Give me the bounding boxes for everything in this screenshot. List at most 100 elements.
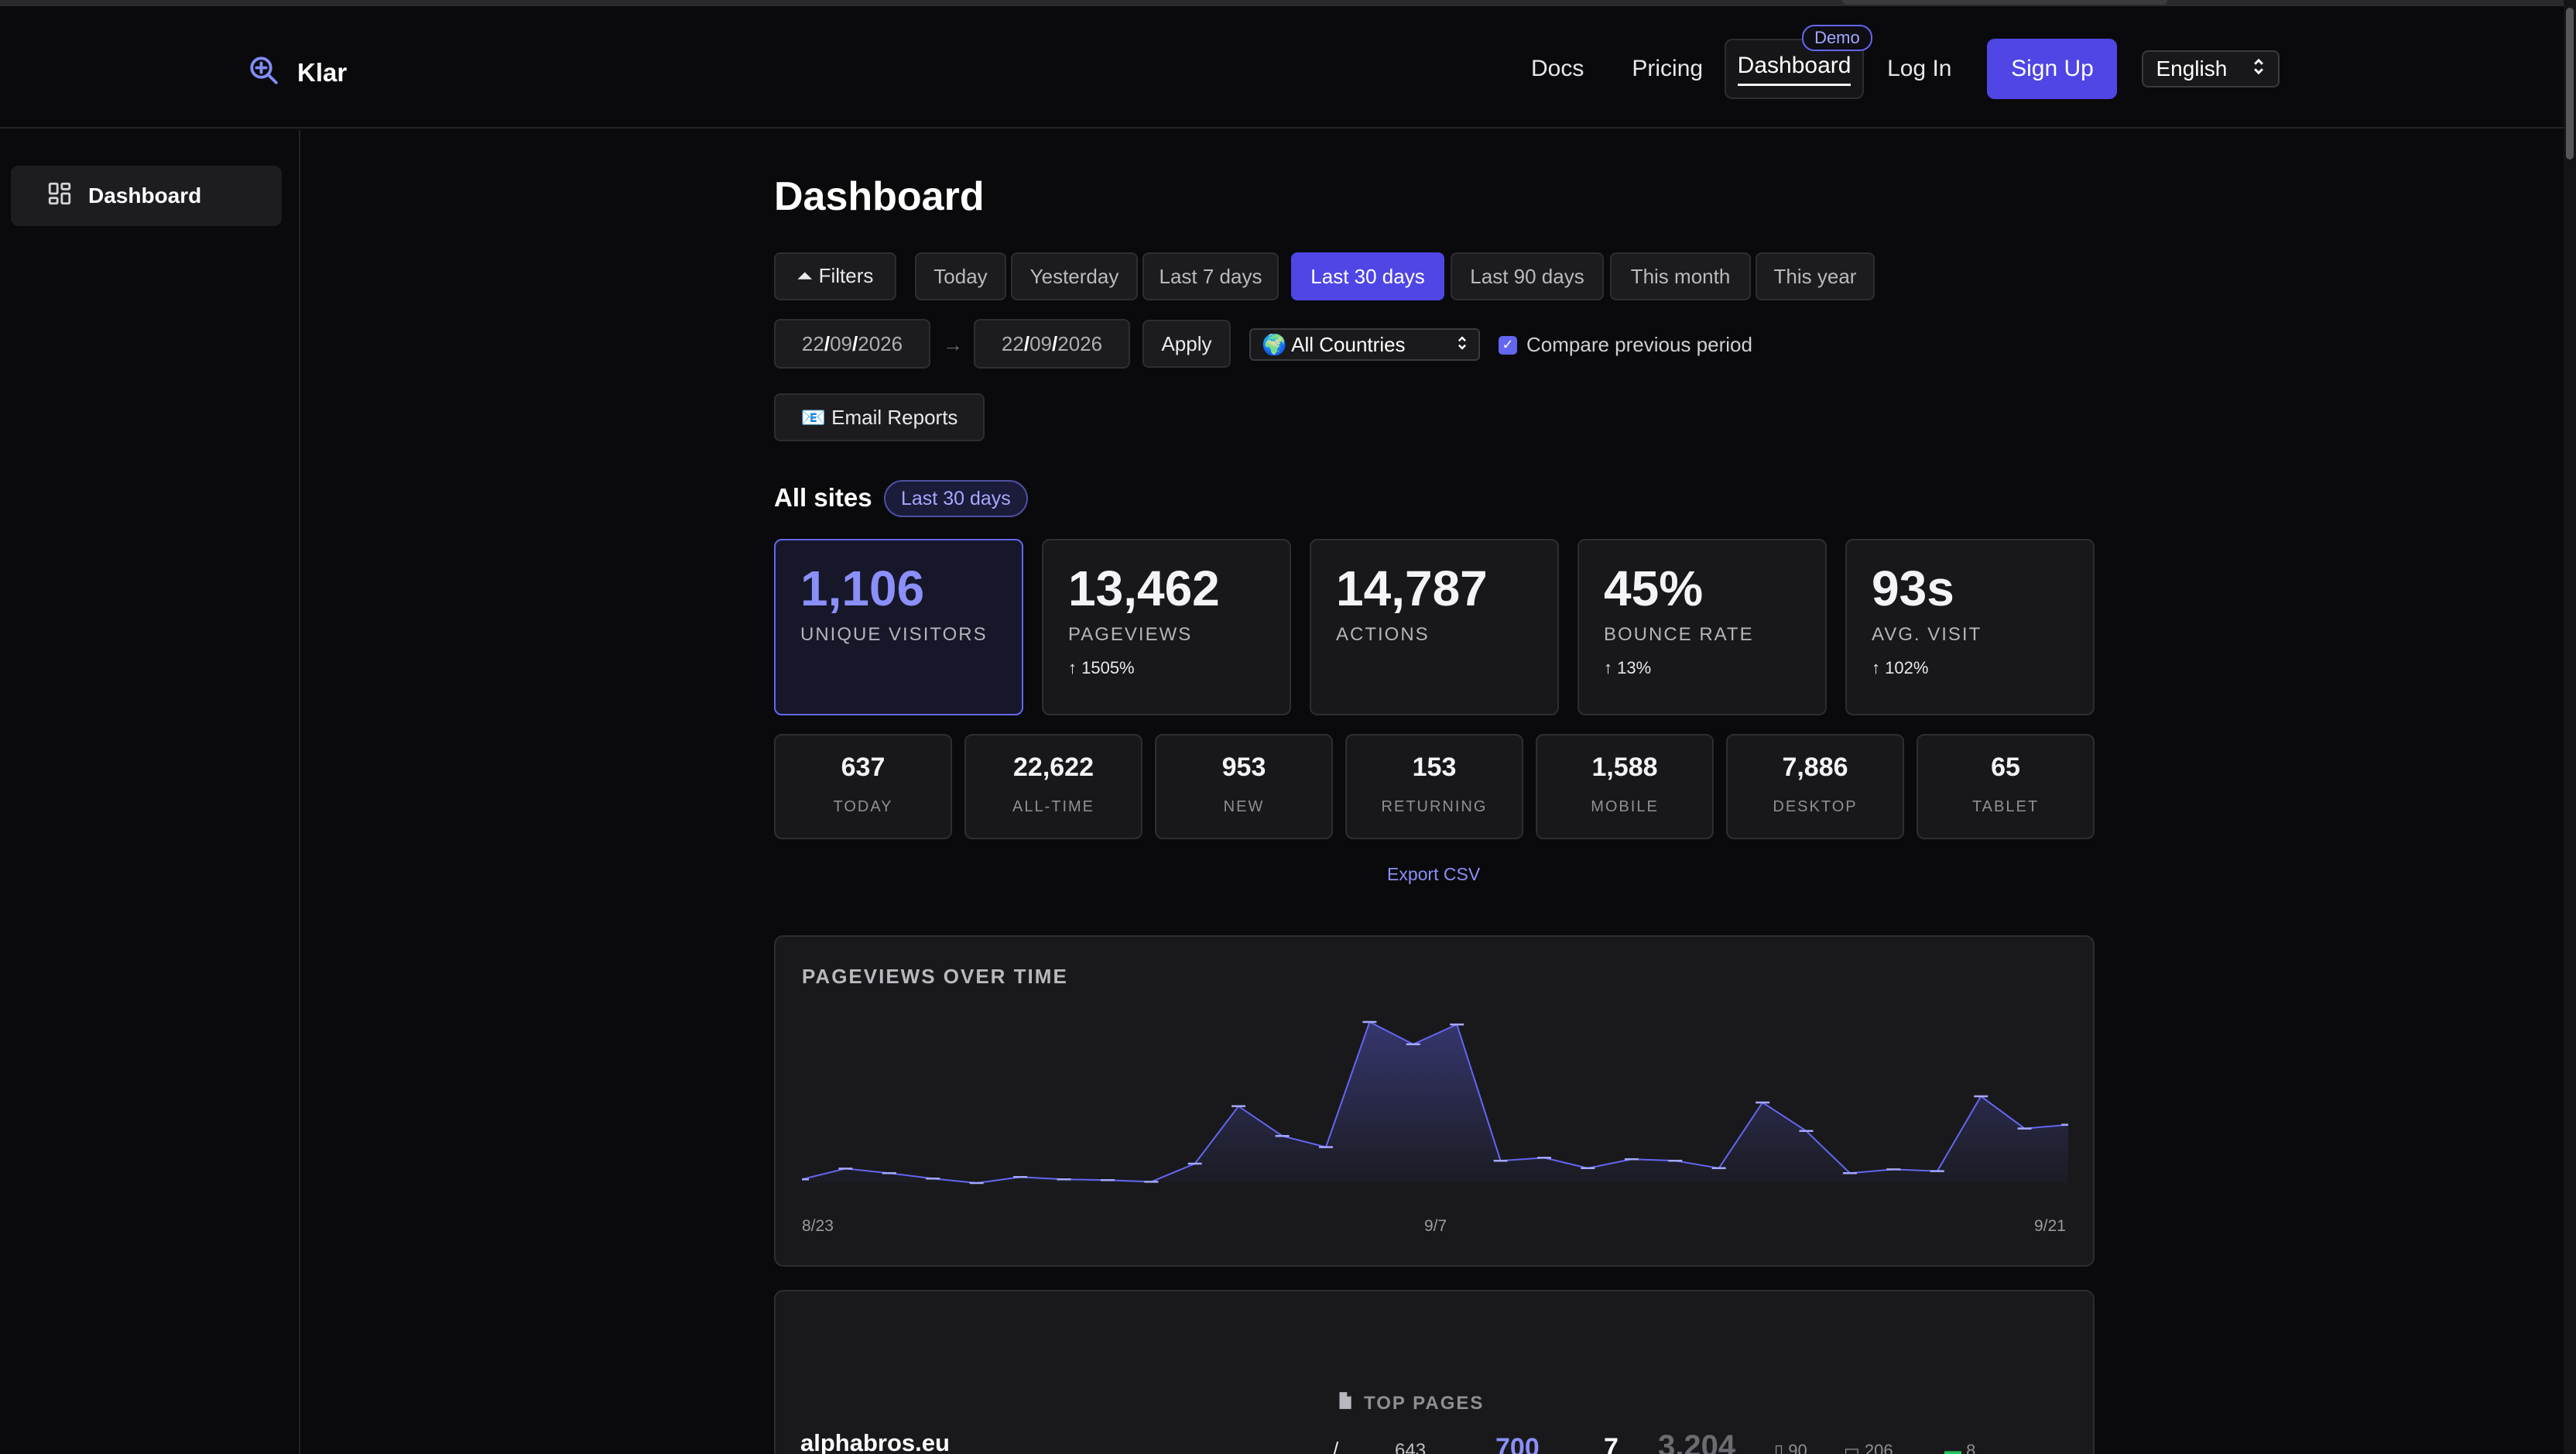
date-from-month: 09 <box>830 331 852 355</box>
mini-value: 7,886 <box>1782 753 1848 782</box>
demo-badge: Demo <box>1802 25 1872 51</box>
x-tick-label: 9/7 <box>1424 1217 1447 1235</box>
signup-button[interactable]: Sign Up <box>1987 39 2118 99</box>
date-from-year: 2026 <box>858 331 903 355</box>
section-title: All sites <box>774 483 872 512</box>
stat-label: UNIQUE VISITORS <box>800 624 988 645</box>
desktop-value: 206 <box>1864 1441 1893 1454</box>
nav-docs[interactable]: Docs <box>1531 56 1584 81</box>
phone-icon: ▯ <box>1774 1441 1784 1454</box>
tab-indicator <box>1842 0 2167 5</box>
mini-label: ALL-TIME <box>1012 798 1095 815</box>
stat-card-unique-visitors[interactable]: 1,106 UNIQUE VISITORS <box>774 539 1023 715</box>
stat-card-bounce-rate[interactable]: 45% BOUNCE RATE ↑ 13% <box>1577 539 1827 715</box>
chevron-updown-icon <box>2252 57 2266 82</box>
nav-pricing[interactable]: Pricing <box>1632 56 1704 81</box>
top-page-row[interactable]: / 643 700 7 3,204 ▯ 90 ▭ 206 ▬ 8 <box>1333 1429 1975 1454</box>
mini-value: 153 <box>1412 753 1457 782</box>
mini-stat-tablet: 65 TABLET <box>1917 734 2095 839</box>
page-total: 3,204 <box>1658 1429 1736 1454</box>
date-separator: / <box>824 331 831 355</box>
range-last-90-days[interactable]: Last 90 days <box>1451 252 1604 300</box>
app-name: Klar <box>297 57 348 87</box>
range-yesterday[interactable]: Yesterday <box>1011 252 1138 300</box>
mini-stat-all-time: 22,622 ALL-TIME <box>964 734 1142 839</box>
page-title: Dashboard <box>774 174 985 219</box>
stat-value: 1,106 <box>800 561 925 616</box>
country-select[interactable]: 🌍 All Countries <box>1249 328 1480 361</box>
x-tick-label: 9/21 <box>2034 1217 2066 1235</box>
mini-stat-today: 637 TODAY <box>774 734 952 839</box>
arrow-right-icon: → <box>943 333 963 356</box>
compare-checkbox[interactable]: ✓ <box>1499 335 1517 355</box>
stat-change: ↑ 1505% <box>1068 658 1135 677</box>
page-scrollbar[interactable] <box>2564 0 2576 1454</box>
top-pages-title: TOP PAGES <box>1364 1392 1485 1414</box>
x-tick-label: 8/23 <box>802 1217 834 1235</box>
mini-stat-desktop: 7,886 DESKTOP <box>1726 734 1904 839</box>
pageviews-area-chart[interactable] <box>802 1006 2068 1192</box>
monitor-icon: ▭ <box>1844 1441 1860 1454</box>
page-views: 643 <box>1395 1440 1427 1454</box>
sidebar-item-dashboard[interactable]: Dashboard <box>11 166 282 226</box>
compare-toggle[interactable]: ✓ Compare previous period <box>1499 333 1752 357</box>
range-this-month[interactable]: This month <box>1610 252 1751 300</box>
tablet-value: 8 <box>1966 1441 1976 1454</box>
stat-value: 14,787 <box>1336 561 1488 616</box>
mini-value: 65 <box>1991 753 2020 782</box>
login-link[interactable]: Log In <box>1887 56 1952 81</box>
period-badge: Last 30 days <box>884 480 1028 517</box>
export-csv-link[interactable]: Export CSV <box>1387 864 1481 884</box>
chart-title: PAGEVIEWS OVER TIME <box>802 965 1068 988</box>
date-to-input[interactable]: 22/09/2026 <box>974 319 1130 369</box>
range-today[interactable]: Today <box>915 252 1006 300</box>
site-breakdown-card: TOP PAGES alphabros.eu / 643 700 7 3,204… <box>774 1290 2095 1454</box>
stat-value: 45% <box>1604 561 1704 616</box>
mini-label: RETURNING <box>1381 798 1488 815</box>
country-value: 🌍 All Countries <box>1262 332 1406 356</box>
mini-value: 953 <box>1221 753 1266 782</box>
mini-label: MOBILE <box>1591 798 1659 815</box>
date-separator: / <box>1023 331 1030 355</box>
mini-stat-returning: 153 RETURNING <box>1345 734 1523 839</box>
compare-label: Compare previous period <box>1526 333 1752 356</box>
date-from-day: 22 <box>801 331 824 355</box>
date-to-month: 09 <box>1029 331 1052 355</box>
date-to-year: 2026 <box>1057 331 1103 355</box>
mini-label: TODAY <box>833 798 893 815</box>
stat-change: ↑ 13% <box>1604 658 1652 677</box>
magnifier-plus-icon <box>248 54 280 91</box>
range-last-30-days[interactable]: Last 30 days <box>1291 252 1444 300</box>
range-this-year[interactable]: This year <box>1756 252 1875 300</box>
mobile-value: 90 <box>1788 1441 1807 1454</box>
tablet-count: ▬ 8 <box>1944 1441 1975 1454</box>
apply-button[interactable]: Apply <box>1142 320 1231 368</box>
date-from-input[interactable]: 22/09/2026 <box>774 319 930 369</box>
mini-label: TABLET <box>1971 798 2040 815</box>
filters-button[interactable]: ⏶ Filters <box>774 252 896 300</box>
main-nav: Docs Pricing Dashboard Demo Log In Sign … <box>1517 25 2280 99</box>
email-reports-button[interactable]: 📧 Email Reports <box>774 393 985 441</box>
mini-value: 1,588 <box>1591 753 1658 782</box>
date-to-day: 22 <box>1001 331 1024 355</box>
stat-value: 93s <box>1872 561 1954 616</box>
stat-card-avg-visit[interactable]: 93s AVG. VISIT ↑ 102% <box>1845 539 2095 715</box>
page-path: / <box>1333 1438 1339 1454</box>
logo[interactable]: Klar <box>248 54 347 91</box>
sidebar: Dashboard <box>0 130 300 1454</box>
language-select[interactable]: English <box>2142 50 2280 87</box>
pageviews-chart-card: PAGEVIEWS OVER TIME 8/23 9/7 9/21 <box>774 935 2095 1267</box>
dashboard-grid-icon <box>46 180 73 212</box>
top-pages-heading: TOP PAGES <box>1334 1391 1484 1416</box>
stat-card-pageviews[interactable]: 13,462 PAGEVIEWS ↑ 1505% <box>1042 539 1291 715</box>
nav-dashboard[interactable]: Dashboard Demo <box>1725 25 1872 99</box>
sidebar-item-label: Dashboard <box>88 183 202 207</box>
stat-label: AVG. VISIT <box>1872 624 1982 645</box>
stat-card-actions[interactable]: 14,787 ACTIONS <box>1310 539 1559 715</box>
site-name[interactable]: alphabros.eu <box>800 1429 950 1454</box>
stat-change: ↑ 102% <box>1872 658 1929 677</box>
nav-dashboard-label: Dashboard <box>1737 53 1852 86</box>
scrollbar-thumb[interactable] <box>2566 8 2574 159</box>
range-last-7-days[interactable]: Last 7 days <box>1142 252 1279 300</box>
desktop-count: ▭ 206 <box>1844 1441 1944 1454</box>
